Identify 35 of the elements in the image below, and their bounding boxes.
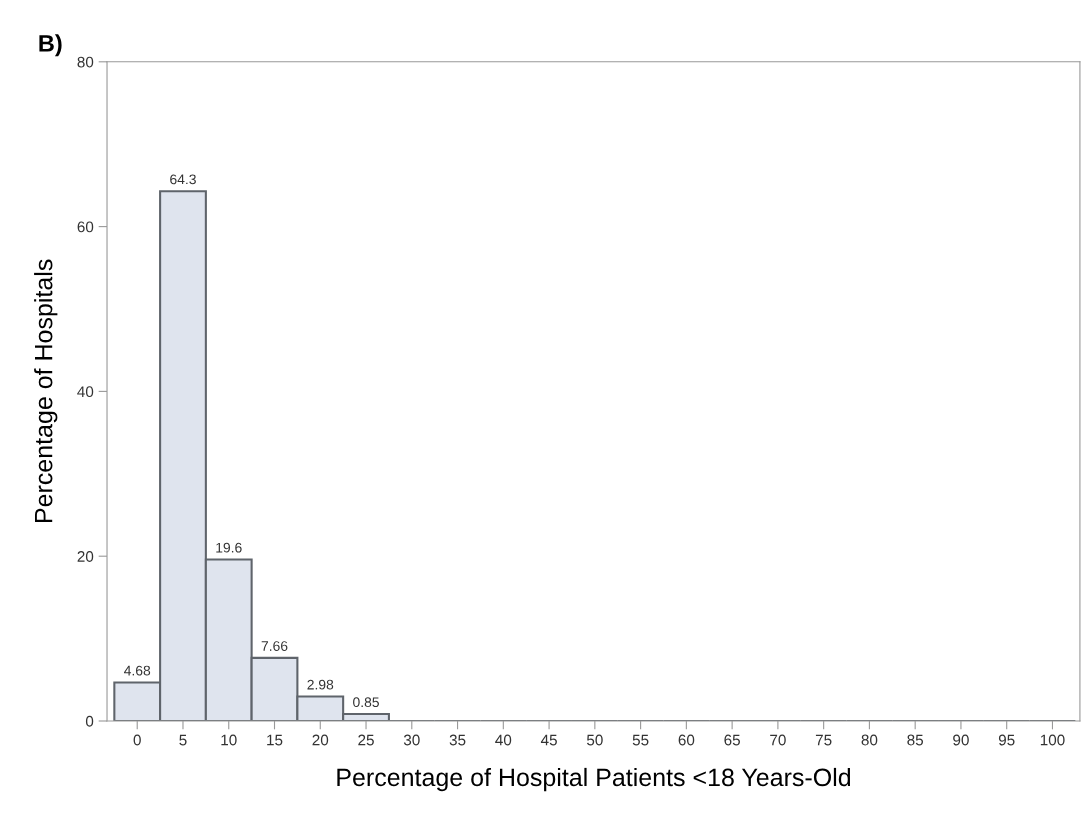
y-tick-label: 40 bbox=[77, 386, 94, 398]
y-axis-title: Percentage of Hospitals bbox=[34, 259, 58, 523]
data-label: 19.6 bbox=[216, 542, 242, 553]
data-label: 4.68 bbox=[124, 665, 151, 676]
x-tick-label: 0 bbox=[133, 734, 141, 746]
x-tick-label: 60 bbox=[678, 734, 695, 746]
x-tick-label: 100 bbox=[1040, 734, 1065, 746]
y-tick-label: 20 bbox=[77, 551, 94, 562]
x-tick-label: 40 bbox=[495, 734, 512, 746]
x-tick-label: 50 bbox=[586, 734, 603, 746]
y-tick-label: 60 bbox=[77, 221, 94, 233]
x-tick-label: 80 bbox=[861, 734, 878, 746]
x-tick-label: 75 bbox=[815, 734, 832, 746]
x-tick-label: 45 bbox=[540, 734, 557, 746]
x-tick-label: 10 bbox=[221, 734, 237, 746]
data-label: 2.98 bbox=[307, 679, 334, 690]
x-tick-label: 95 bbox=[998, 734, 1015, 746]
x-tick-label: 65 bbox=[724, 734, 740, 746]
x-tick-label: 30 bbox=[403, 734, 420, 746]
data-label: 7.66 bbox=[261, 641, 288, 651]
x-axis-title: Percentage of Hospital Patients <18 Years-Old bbox=[337, 767, 851, 792]
data-label: 0.85 bbox=[353, 697, 379, 708]
x-tick-label: 35 bbox=[449, 734, 466, 746]
x-tick-label: 20 bbox=[312, 734, 329, 746]
y-tick-label: 80 bbox=[77, 56, 94, 68]
x-tick-label: 90 bbox=[953, 734, 969, 746]
x-tick-label: 70 bbox=[770, 734, 786, 746]
x-tick-label: 55 bbox=[632, 734, 649, 746]
x-tick-label: 5 bbox=[179, 734, 187, 746]
x-tick-label: 85 bbox=[907, 734, 924, 746]
text: B) bbox=[39, 34, 62, 57]
y-tick-label: 0 bbox=[85, 715, 94, 727]
x-tick-label: 25 bbox=[358, 734, 374, 746]
x-tick-label: 15 bbox=[267, 734, 283, 746]
data-label: 64.3 bbox=[170, 174, 196, 185]
